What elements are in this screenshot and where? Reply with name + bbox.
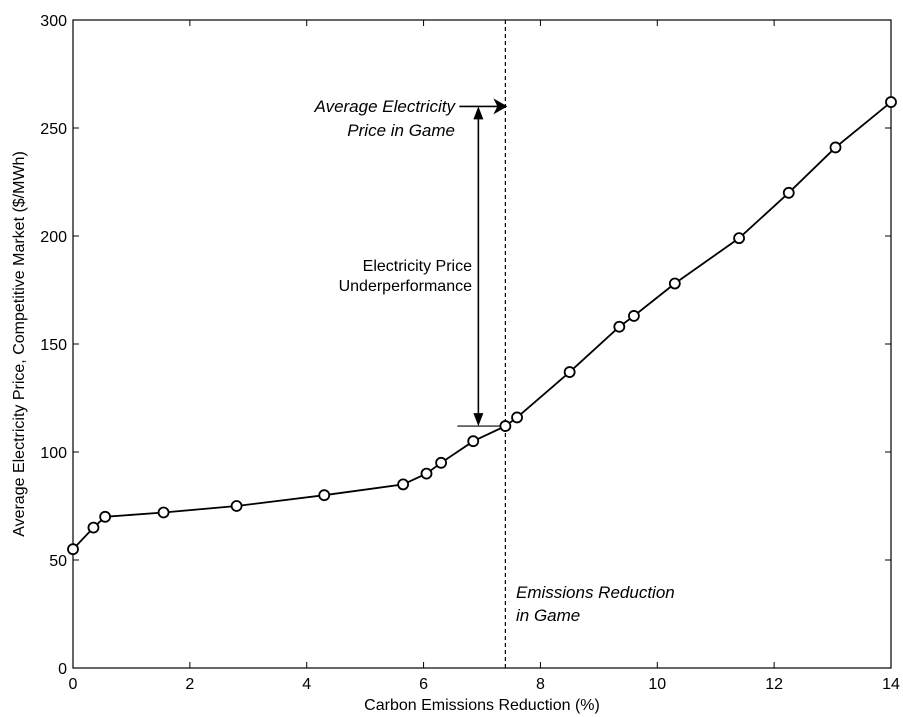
data-point <box>157 506 170 519</box>
y-axis: 0 50 100 150 200 250 300 <box>40 13 891 678</box>
data-point <box>628 310 640 322</box>
x-axis: 0 2 4 6 8 10 12 14 <box>69 20 900 693</box>
x-tick-label: 0 <box>69 676 78 693</box>
annotation-emissions-line1: Emissions Reduction <box>516 583 675 602</box>
data-point <box>397 478 410 491</box>
annotation-emissions-line2: in Game <box>516 606 580 625</box>
data-point <box>67 543 79 556</box>
y-tick-label: 250 <box>40 121 67 138</box>
y-tick-label: 300 <box>40 13 67 30</box>
data-point <box>733 232 745 245</box>
data-point <box>318 489 331 502</box>
data-point <box>613 320 626 333</box>
data-point <box>435 456 448 469</box>
data-point <box>563 366 576 378</box>
annotation-underperformance-line1: Electricity Price <box>363 258 472 275</box>
y-tick-label: 0 <box>58 661 67 678</box>
y-tick-label: 200 <box>40 229 67 246</box>
series-points <box>67 96 897 556</box>
annotation-avg-price-line1: Average Electricity <box>314 97 457 116</box>
x-tick-label: 12 <box>765 676 783 693</box>
data-point <box>668 277 681 290</box>
data-point <box>829 141 842 154</box>
y-tick-label: 50 <box>49 553 67 570</box>
series-line <box>72 101 892 550</box>
underperformance-arrow-up <box>473 106 484 120</box>
underperformance-arrow-down <box>473 413 484 427</box>
x-tick-label: 14 <box>882 676 900 693</box>
x-tick-label: 6 <box>419 676 428 693</box>
data-point <box>99 510 112 523</box>
y-tick-label: 100 <box>40 445 67 462</box>
annotation-avg-price-line2: Price in Game <box>347 121 455 140</box>
y-tick-label: 150 <box>40 337 67 354</box>
data-point <box>230 500 243 512</box>
x-tick-label: 2 <box>185 676 194 693</box>
average-price-arrow-head <box>493 98 508 115</box>
data-point <box>87 521 100 534</box>
data-point <box>467 435 480 448</box>
data-point <box>420 467 433 480</box>
data-point <box>885 96 897 108</box>
data-point <box>782 186 795 199</box>
x-tick-label: 4 <box>302 676 311 693</box>
data-point <box>499 420 512 432</box>
x-tick-label: 10 <box>648 676 666 693</box>
data-point <box>511 411 523 424</box>
x-tick-label: 8 <box>536 676 545 693</box>
annotation-underperformance-line2: Underperformance <box>339 278 473 295</box>
y-axis-label: Average Electricity Price, Competitive M… <box>11 151 28 537</box>
x-axis-label: Carbon Emissions Reduction (%) <box>364 697 600 714</box>
